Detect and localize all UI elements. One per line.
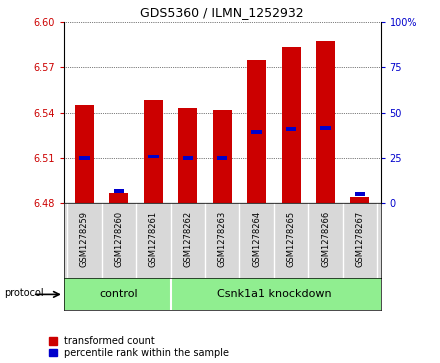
Text: GSM1278259: GSM1278259 [80,211,89,267]
Bar [217,156,227,160]
Bar [144,101,163,203]
Text: GSM1278266: GSM1278266 [321,211,330,267]
Text: GSM1278267: GSM1278267 [356,211,364,267]
Bar [148,155,158,158]
Bar [286,127,296,131]
Bar [355,192,365,196]
Text: GSM1278261: GSM1278261 [149,211,158,267]
Bar [320,126,331,130]
Text: protocol: protocol [4,287,44,298]
Bar [75,105,94,203]
Bar [110,193,128,203]
Bar [183,156,193,160]
Text: GSM1278265: GSM1278265 [286,211,296,267]
Bar [282,48,301,203]
Text: control: control [99,289,138,299]
Bar [114,189,124,193]
Legend: transformed count, percentile rank within the sample: transformed count, percentile rank withi… [49,336,229,358]
Bar [247,60,266,203]
Bar [79,156,90,160]
Text: GSM1278262: GSM1278262 [183,211,192,267]
Bar [316,41,335,203]
Bar [213,110,232,203]
Text: GSM1278263: GSM1278263 [218,211,227,267]
Bar [351,197,370,203]
Bar [251,130,262,134]
Text: GSM1278260: GSM1278260 [114,211,123,267]
Text: Csnk1a1 knockdown: Csnk1a1 knockdown [216,289,331,299]
Bar [178,108,197,203]
Text: GSM1278264: GSM1278264 [252,211,261,267]
Title: GDS5360 / ILMN_1252932: GDS5360 / ILMN_1252932 [140,6,304,19]
